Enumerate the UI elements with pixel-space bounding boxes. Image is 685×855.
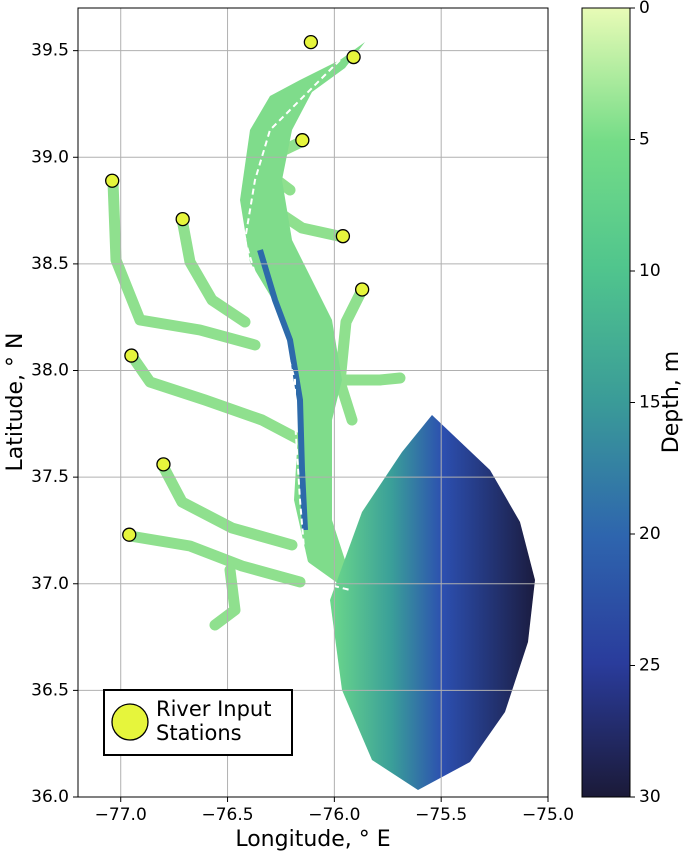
y-axis-label: Latitude, ° N: [3, 333, 28, 472]
colorbar-tick-label: 15: [639, 393, 661, 413]
y-tick-label: 39.5: [31, 41, 69, 61]
y-tick-label: 38.5: [31, 254, 69, 274]
station-marker: [124, 348, 139, 363]
station-marker: [122, 527, 137, 542]
legend-marker: [111, 703, 149, 741]
x-tick-label: −76.5: [201, 805, 253, 825]
colorbar-tick-label: 20: [639, 524, 661, 544]
station-marker: [175, 211, 190, 227]
colorbar-label: Depth, m: [659, 351, 684, 453]
x-tick-label: −75.5: [415, 805, 467, 825]
x-tick-label: −77.0: [95, 805, 147, 825]
station-marker: [335, 229, 351, 244]
x-tick-label: −75.0: [522, 805, 574, 825]
y-tick-label: 38.0: [31, 361, 69, 381]
colorbar-tick-label: 25: [639, 656, 661, 676]
colorbar-tick-label: 30: [639, 787, 661, 807]
colorbar-tick-label: 0: [639, 0, 650, 18]
station-marker: [105, 173, 120, 188]
bathymetry: [107, 42, 535, 790]
station-marker: [354, 282, 370, 297]
y-tick-label: 37.0: [31, 574, 69, 594]
colorbar: [581, 7, 631, 798]
station-marker: [346, 49, 361, 65]
station-marker: [156, 457, 171, 472]
station-marker: [295, 133, 310, 148]
y-tick-label: 36.5: [31, 680, 69, 700]
legend-entry: River Input Stations: [156, 697, 272, 745]
y-tick-label: 39.0: [31, 147, 69, 167]
station-marker: [303, 34, 319, 50]
y-tick-label: 37.5: [31, 467, 69, 487]
x-axis-label: Longitude, ° E: [235, 827, 390, 852]
legend-label: River Input Stations: [156, 697, 272, 745]
y-tick-label: 36.0: [31, 787, 69, 807]
colorbar-tick-label: 5: [639, 130, 650, 150]
x-tick-label: −76.0: [308, 805, 360, 825]
plot-frame: [77, 7, 549, 798]
colorbar-tick-label: 10: [639, 261, 661, 281]
